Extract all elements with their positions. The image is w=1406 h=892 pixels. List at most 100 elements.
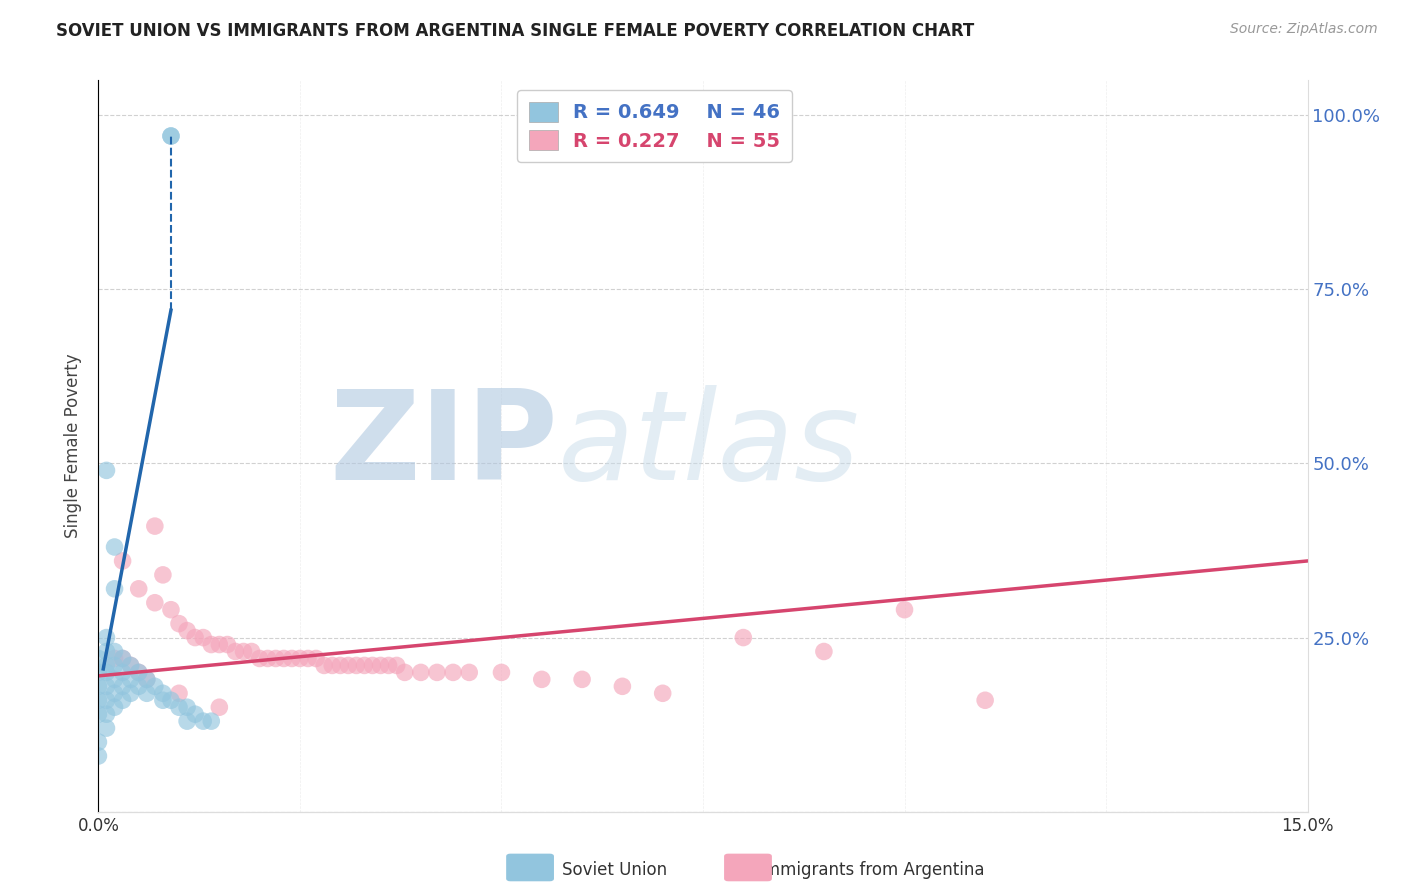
Point	[96, 644, 118, 658]
Point	[409, 665, 432, 680]
Point	[87, 679, 110, 693]
Point	[103, 673, 125, 687]
Point	[152, 693, 174, 707]
Point	[120, 658, 142, 673]
Point	[240, 644, 263, 658]
Point	[167, 686, 190, 700]
Text: Immigrants from Argentina: Immigrants from Argentina	[759, 861, 984, 879]
Point	[128, 665, 150, 680]
Point	[377, 658, 399, 673]
Point	[111, 651, 134, 665]
Point	[167, 700, 190, 714]
Point	[200, 714, 222, 728]
Point	[176, 700, 198, 714]
Point	[103, 540, 125, 554]
Point	[160, 128, 183, 143]
Point	[232, 644, 254, 658]
Point	[135, 686, 157, 700]
Point	[111, 693, 134, 707]
Point	[370, 658, 392, 673]
Point	[143, 519, 166, 533]
Point	[224, 644, 246, 658]
Point	[176, 624, 198, 638]
Point	[273, 651, 295, 665]
Point	[120, 686, 142, 700]
Point	[143, 679, 166, 693]
Point	[87, 749, 110, 764]
Point	[337, 658, 360, 673]
Point	[441, 665, 464, 680]
Point	[530, 673, 553, 687]
Legend: R = 0.649    N = 46, R = 0.227    N = 55: R = 0.649 N = 46, R = 0.227 N = 55	[517, 90, 792, 162]
Point	[96, 721, 118, 735]
Point	[96, 463, 118, 477]
Point	[249, 651, 271, 665]
Point	[111, 679, 134, 693]
Point	[103, 658, 125, 673]
Point	[103, 651, 125, 665]
Point	[208, 638, 231, 652]
Point	[128, 679, 150, 693]
Point	[893, 603, 915, 617]
Point	[160, 128, 183, 143]
Point	[193, 631, 215, 645]
Point	[651, 686, 673, 700]
Point	[143, 596, 166, 610]
Point	[458, 665, 481, 680]
Point	[128, 582, 150, 596]
Point	[184, 631, 207, 645]
Point	[193, 714, 215, 728]
Point	[96, 707, 118, 722]
Point	[87, 651, 110, 665]
Point	[96, 658, 118, 673]
Point	[974, 693, 997, 707]
Point	[96, 693, 118, 707]
Point	[217, 638, 239, 652]
Point	[329, 658, 352, 673]
Point	[160, 603, 183, 617]
Point	[297, 651, 319, 665]
Text: Soviet Union: Soviet Union	[562, 861, 668, 879]
Point	[200, 638, 222, 652]
Point	[208, 700, 231, 714]
Point	[96, 679, 118, 693]
Point	[813, 644, 835, 658]
Point	[491, 665, 513, 680]
Y-axis label: Single Female Poverty: Single Female Poverty	[65, 354, 83, 538]
Point	[612, 679, 634, 693]
Point	[111, 554, 134, 568]
Point	[426, 665, 449, 680]
Point	[288, 651, 311, 665]
Point	[96, 631, 118, 645]
Point	[128, 665, 150, 680]
Point	[103, 582, 125, 596]
Point	[111, 665, 134, 680]
Point	[394, 665, 416, 680]
Point	[103, 686, 125, 700]
Point	[571, 673, 593, 687]
Point	[135, 673, 157, 687]
Point	[184, 707, 207, 722]
Point	[111, 651, 134, 665]
Point	[87, 735, 110, 749]
Point	[281, 651, 304, 665]
Point	[321, 658, 343, 673]
Point	[176, 714, 198, 728]
Point	[344, 658, 367, 673]
Point	[120, 658, 142, 673]
Point	[103, 644, 125, 658]
Point	[264, 651, 287, 665]
Point	[87, 693, 110, 707]
Point	[103, 700, 125, 714]
Point	[87, 665, 110, 680]
Text: ZIP: ZIP	[329, 385, 558, 507]
Point	[152, 567, 174, 582]
Point	[87, 707, 110, 722]
Point	[256, 651, 278, 665]
Point	[160, 693, 183, 707]
Point	[361, 658, 384, 673]
Point	[135, 673, 157, 687]
Point	[120, 673, 142, 687]
Text: atlas: atlas	[558, 385, 860, 507]
Text: SOVIET UNION VS IMMIGRANTS FROM ARGENTINA SINGLE FEMALE POVERTY CORRELATION CHAR: SOVIET UNION VS IMMIGRANTS FROM ARGENTIN…	[56, 22, 974, 40]
